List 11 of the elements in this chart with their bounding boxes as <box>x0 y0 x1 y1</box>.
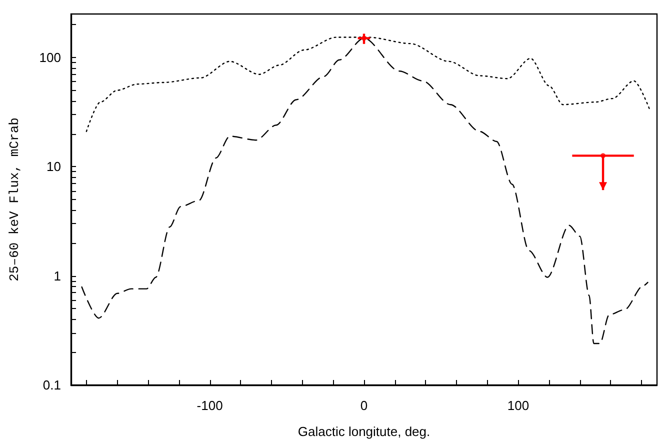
x-tick-label: 100 <box>507 398 530 413</box>
line-series <box>81 38 648 344</box>
y-axis-title: 25–60 keV Flux, mCrab <box>7 118 22 282</box>
x-tick-label: -100 <box>196 398 223 413</box>
y-tick-label: 0.1 <box>42 378 61 392</box>
y-tick-label: 10 <box>46 159 61 174</box>
x-axis-title: Galactic longitute, deg. <box>298 424 430 439</box>
y-tick-label: 1 <box>54 268 61 284</box>
y-tick-label: 100 <box>39 50 61 65</box>
line-series <box>86 36 650 132</box>
x-tick-label: 0 <box>360 398 368 413</box>
